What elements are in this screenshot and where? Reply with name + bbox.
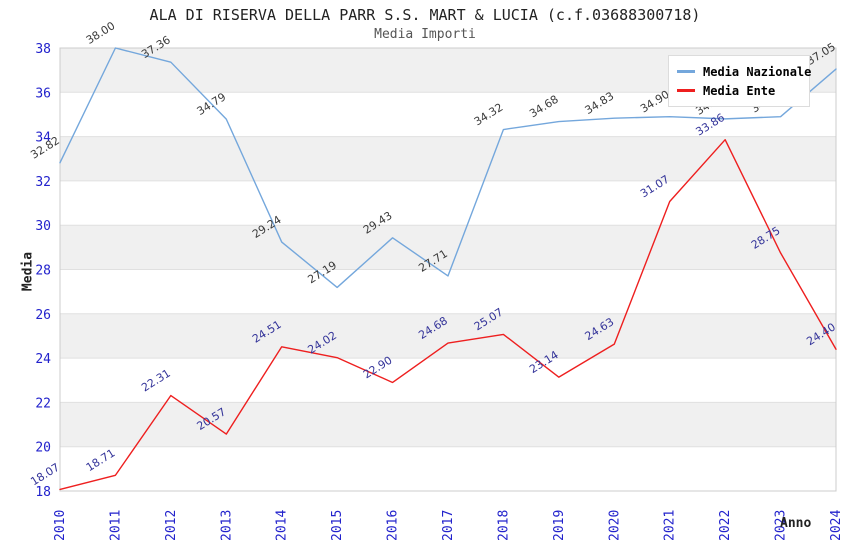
x-tick-label: 2021 [663, 510, 678, 541]
x-tick-label: 2020 [607, 510, 622, 541]
y-tick-label: 34 [35, 131, 51, 146]
y-tick-label: 22 [35, 396, 51, 411]
plot-band [60, 136, 836, 181]
y-tick-label: 18 [35, 485, 51, 500]
x-tick-label: 2012 [164, 510, 179, 541]
plot-border [59, 47, 837, 492]
y-tick-label: 24 [35, 352, 51, 367]
series-line-media-ente [59, 139, 837, 491]
legend-label-media-ente: Media Ente [703, 83, 776, 98]
x-tick-label: 2011 [108, 510, 123, 541]
plot-band [60, 225, 836, 270]
legend-label-media-nazionale: Media Nazionale [703, 64, 812, 79]
legend-item-media-ente: Media Ente [677, 81, 801, 100]
chart-subtitle: Media Importi [374, 27, 476, 42]
plot-band [60, 269, 836, 314]
x-tick-label: 2017 [441, 510, 456, 541]
legend: Media Nazionale Media Ente [668, 55, 811, 107]
y-tick-label: 36 [35, 86, 51, 101]
series-line-media-nazionale [59, 47, 837, 289]
x-tick-label: 2016 [386, 510, 401, 541]
plot-band [60, 313, 836, 359]
x-tick-label: 2013 [219, 510, 234, 541]
chart-title: ALA DI RISERVA DELLA PARR S.S. MART & LU… [149, 6, 701, 24]
legend-line-swatch-blue-icon [677, 70, 695, 73]
plot-band [60, 402, 836, 447]
y-tick-label: 30 [35, 219, 51, 234]
y-tick-label: 32 [35, 175, 51, 190]
plot-band [60, 180, 836, 226]
y-axis-title: Media [20, 251, 36, 292]
x-tick-label: 2015 [330, 510, 345, 541]
x-tick-label: 2022 [718, 510, 733, 541]
legend-item-media-nazionale: Media Nazionale [677, 62, 811, 81]
x-tick-label: 2019 [552, 510, 567, 541]
y-tick-label: 38 [35, 42, 51, 57]
y-tick-label: 20 [35, 441, 51, 456]
x-tick-label: 2014 [275, 510, 290, 541]
x-tick-label: 2018 [496, 510, 511, 541]
legend-line-swatch-red-icon [677, 89, 695, 92]
plot-band [60, 446, 836, 491]
y-tick-label: 28 [35, 264, 51, 279]
x-axis-title: Anno [780, 516, 812, 531]
plot-band [60, 358, 836, 403]
x-tick-label: 2023 [774, 510, 789, 541]
y-tick-label: 26 [35, 308, 51, 323]
x-tick-label: 2024 [829, 510, 844, 541]
x-tick-label: 2010 [53, 510, 68, 541]
